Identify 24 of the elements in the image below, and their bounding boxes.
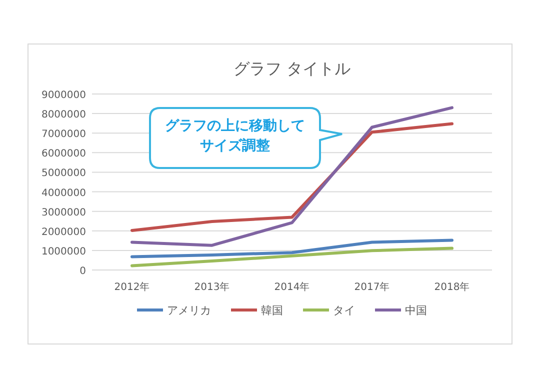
line-series [130,246,454,268]
x-tick-label: 2014年 [274,281,310,293]
y-tick-label: 4000000 [41,188,86,199]
y-tick-label: 9000000 [41,90,86,101]
x-tick-label: 2013年 [194,281,230,293]
y-tick-label: 2000000 [41,226,86,238]
legend-label: アメリカ [167,304,211,317]
line-series [130,238,454,258]
legend-label: タイ [333,304,355,317]
x-tick-label: 2018年 [434,281,470,293]
y-tick-label: 5000000 [41,168,86,180]
y-tick-label: 6000000 [41,148,86,160]
legend-label: 韓国 [261,304,283,317]
y-tick-label: 0 [80,266,86,277]
y-tick-label: 7000000 [41,129,86,140]
x-tick-label: 2012年 [114,281,150,293]
legend-label: 中国 [405,304,427,317]
y-tick-label: 3000000 [41,207,86,218]
y-tick-label: 8000000 [41,110,86,121]
chart-title: グラフ タイトル [233,59,351,78]
x-tick-label: 2017年 [354,281,390,293]
line-series [130,106,454,247]
annotation: グラフの上に移動してサイズ調整 [165,118,305,154]
y-tick-label: 1000000 [41,246,86,258]
